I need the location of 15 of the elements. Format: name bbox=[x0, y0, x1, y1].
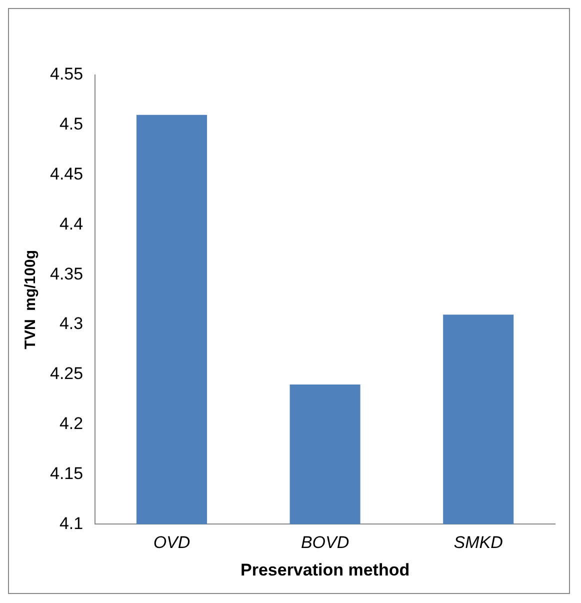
y-tick-label: 4.4 bbox=[59, 214, 84, 234]
y-tick-label: 4.55 bbox=[50, 64, 84, 84]
x-tick-label: OVD bbox=[153, 533, 190, 552]
y-tick-label: 4.25 bbox=[50, 364, 84, 384]
y-tick-label: 4.35 bbox=[50, 264, 84, 284]
x-tick-label: BOVD bbox=[300, 533, 350, 552]
y-tick-label: 4.5 bbox=[59, 114, 84, 134]
y-axis-title: TVN mg/100g bbox=[22, 250, 40, 350]
y-tick-label: 4.1 bbox=[59, 514, 84, 533]
y-tick-label: 4.15 bbox=[50, 464, 84, 483]
x-tick-label: SMKD bbox=[454, 533, 503, 552]
y-tick-label: 4.3 bbox=[59, 314, 84, 334]
y-tick-label: 4.2 bbox=[59, 414, 84, 434]
y-tick-label: 4.45 bbox=[50, 164, 84, 184]
x-axis-title: Preservation method bbox=[240, 560, 410, 580]
